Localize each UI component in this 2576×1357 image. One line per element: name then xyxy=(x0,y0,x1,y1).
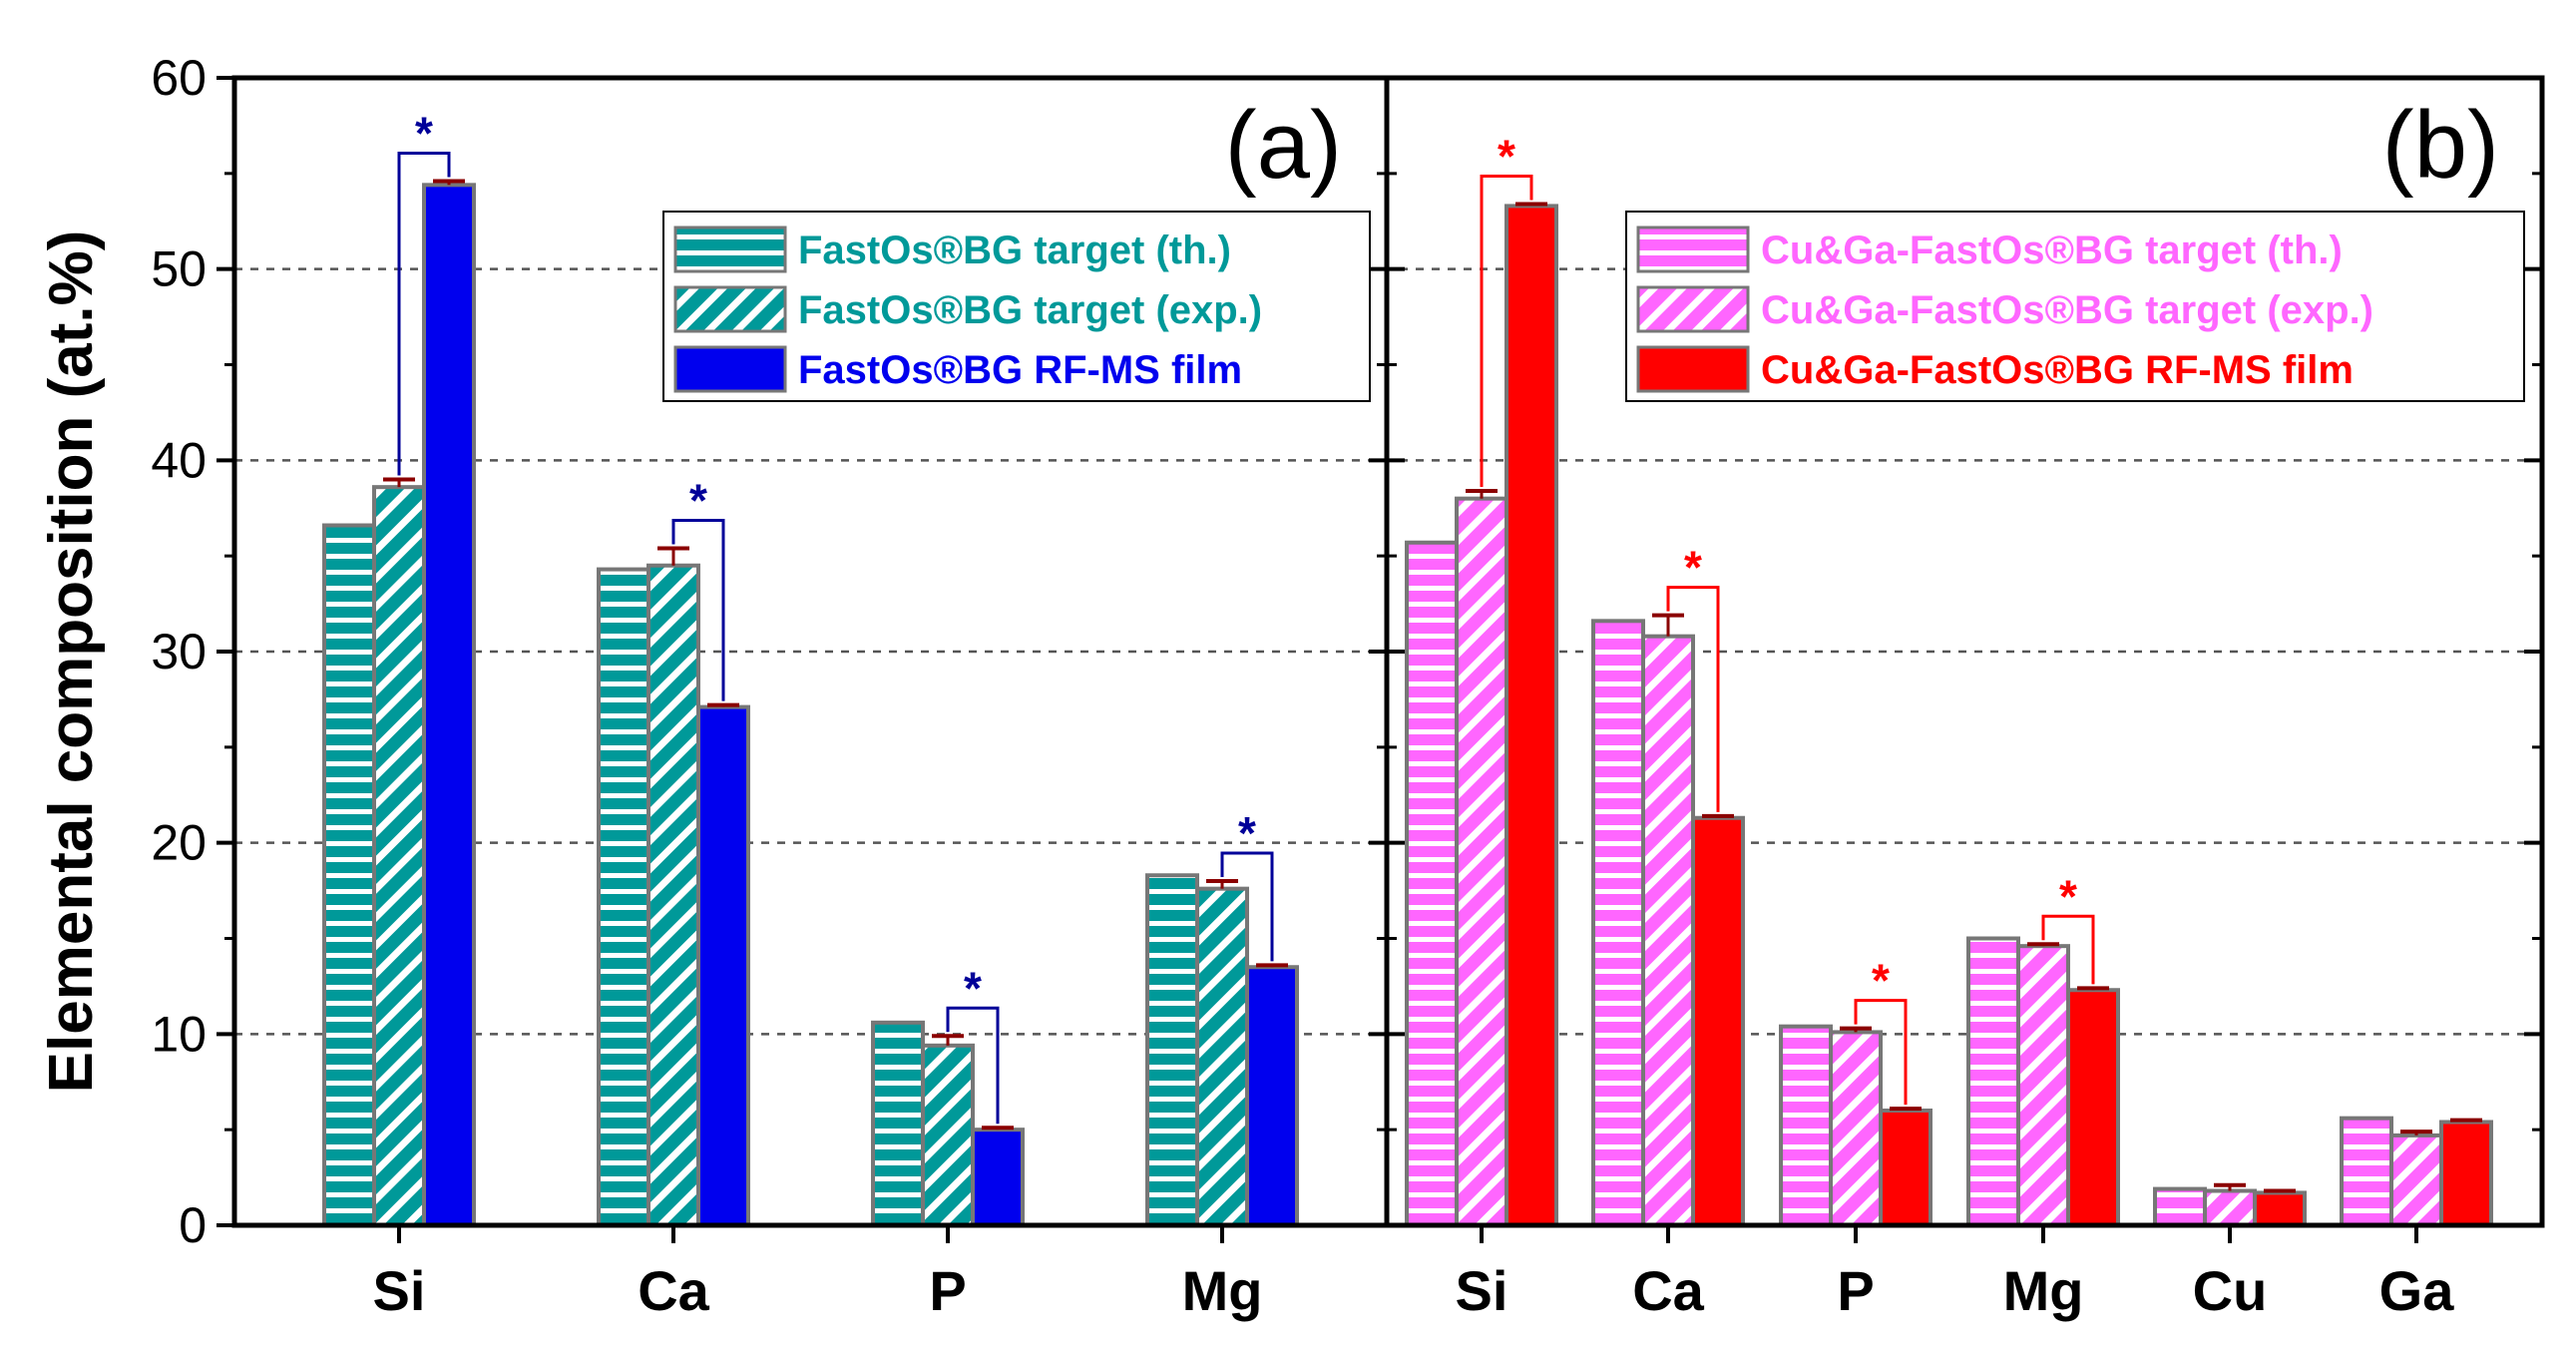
legend-box xyxy=(1625,211,2525,402)
bar-b-si-series-2 xyxy=(1455,496,1508,1227)
y-tick-label: 60 xyxy=(151,50,207,106)
significance-star: * xyxy=(1684,542,1702,594)
bar-b-mg-series-2 xyxy=(2016,944,2070,1228)
x-category-label: Ca xyxy=(1632,1259,1704,1322)
bar-a-ca-series-3 xyxy=(696,704,750,1227)
significance-bracket xyxy=(1220,851,1274,962)
bar-b-mg-series-3 xyxy=(2066,988,2120,1227)
legend-swatch xyxy=(1636,345,1750,393)
legend-entry: FastOs®BG RF-MS film xyxy=(798,348,1242,392)
significance-bracket xyxy=(1666,586,1720,812)
legend-swatch xyxy=(673,345,787,393)
bar-a-ca-series-2 xyxy=(646,563,700,1227)
bar-a-mg-series-2 xyxy=(1195,886,1249,1228)
x-category-label: Mg xyxy=(1182,1259,1263,1322)
x-category-label: Mg xyxy=(2003,1259,2084,1322)
bar-b-p-series-1 xyxy=(1779,1024,1833,1227)
legend-entry: FastOs®BG target (th.) xyxy=(798,228,1231,272)
bar-b-si-series-1 xyxy=(1405,540,1459,1227)
x-category-label: Ca xyxy=(638,1259,709,1322)
bar-b-ga-series-3 xyxy=(2439,1120,2493,1227)
labels-layer: 0 10 20 30 40 50 60 Elemental composition (at.%… xyxy=(37,50,2499,1322)
legend-entry: FastOs®BG target (exp.) xyxy=(798,288,1262,332)
bar-b-cu-series-1 xyxy=(2153,1186,2207,1228)
significance-star: * xyxy=(964,962,982,1014)
y-tick-label: 10 xyxy=(151,1006,207,1062)
bar-a-si-series-1 xyxy=(322,523,376,1227)
panel-tag-b: (b) xyxy=(2382,92,2499,199)
bar-b-mg-series-1 xyxy=(1966,936,2020,1227)
legend-swatch xyxy=(673,285,787,333)
significance-star: * xyxy=(1238,807,1256,859)
y-axis-label: Elemental composition (at.%) xyxy=(37,230,106,1094)
bars-layer xyxy=(322,152,2493,1228)
significance-bracket xyxy=(397,152,451,476)
bar-a-si-series-3 xyxy=(422,183,476,1227)
bar-b-si-series-3 xyxy=(1504,204,1558,1227)
bar-b-ga-series-1 xyxy=(2340,1116,2393,1227)
bar-a-p-series-2 xyxy=(921,1043,975,1228)
bar-a-p-series-3 xyxy=(971,1128,1025,1227)
bar-b-ga-series-2 xyxy=(2389,1132,2443,1227)
y-tick-label: 50 xyxy=(151,241,207,297)
significance-star: * xyxy=(1498,131,1515,183)
x-category-label: P xyxy=(1837,1259,1874,1322)
bar-a-mg-series-1 xyxy=(1145,873,1199,1227)
bar-a-mg-series-3 xyxy=(1245,965,1299,1227)
bar-a-si-series-2 xyxy=(372,485,426,1227)
bar-b-ca-series-2 xyxy=(1641,634,1695,1227)
significance-star: * xyxy=(415,108,433,160)
significance-bracket xyxy=(671,519,725,701)
bar-b-p-series-3 xyxy=(1879,1109,1932,1227)
bar-a-ca-series-1 xyxy=(597,567,650,1227)
x-category-label: Si xyxy=(1456,1259,1508,1322)
y-tick-label: 20 xyxy=(151,815,207,871)
bar-b-p-series-2 xyxy=(1829,1030,1883,1227)
significance-bracket xyxy=(946,1006,1000,1125)
x-category-label: Cu xyxy=(2193,1259,2268,1322)
legend-swatch xyxy=(1636,226,1750,273)
y-tick-label: 40 xyxy=(151,432,207,488)
legend-layer: FastOs®BG target (th.) FastOs®BG target (… xyxy=(662,211,2525,402)
legend-swatch xyxy=(1636,285,1750,333)
bar-b-ca-series-1 xyxy=(1591,619,1645,1227)
axes-layer xyxy=(216,75,2545,1243)
legend-entry: Cu&Ga-FastOs®BG RF-MS film xyxy=(1761,348,2354,392)
legend-entry: Cu&Ga-FastOs®BG target (exp.) xyxy=(1761,288,2373,332)
significance-star: * xyxy=(2059,870,2077,922)
bar-b-cu-series-2 xyxy=(2203,1188,2257,1227)
significance-bracket xyxy=(2041,914,2095,985)
y-tick-label: 30 xyxy=(151,624,207,679)
bar-b-cu-series-3 xyxy=(2253,1190,2307,1227)
legend-swatch xyxy=(673,226,787,273)
significance-star: * xyxy=(1872,955,1890,1007)
bar-a-p-series-1 xyxy=(871,1020,925,1228)
significance-star: * xyxy=(689,475,707,527)
x-category-label: P xyxy=(929,1259,966,1322)
y-tick-label: 0 xyxy=(179,1197,207,1253)
significance-bracket xyxy=(1854,999,1908,1106)
bar-b-ca-series-3 xyxy=(1691,815,1745,1227)
x-category-label: Ga xyxy=(2379,1259,2455,1322)
panel-tag-a: (a) xyxy=(1225,92,1342,199)
significance-bracket xyxy=(1480,175,1533,487)
legend-entry: Cu&Ga-FastOs®BG target (th.) xyxy=(1761,228,2343,272)
x-category-label: Si xyxy=(373,1259,426,1322)
